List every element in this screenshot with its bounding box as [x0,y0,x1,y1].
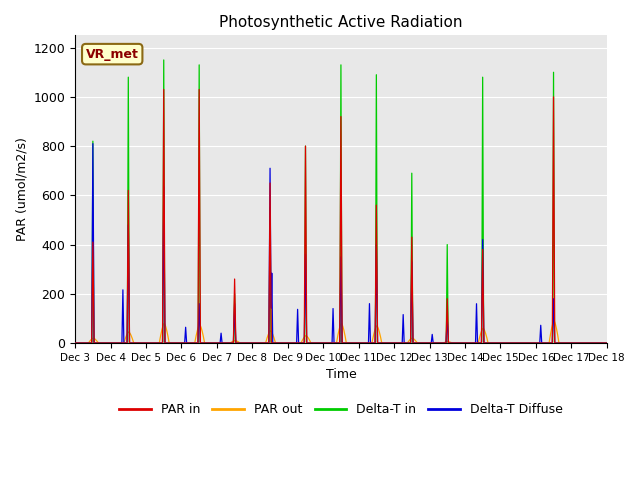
Title: Photosynthetic Active Radiation: Photosynthetic Active Radiation [219,15,463,30]
Legend: PAR in, PAR out, Delta-T in, Delta-T Diffuse: PAR in, PAR out, Delta-T in, Delta-T Dif… [115,398,568,421]
Y-axis label: PAR (umol/m2/s): PAR (umol/m2/s) [15,137,28,241]
Text: VR_met: VR_met [86,48,139,60]
X-axis label: Time: Time [326,368,356,381]
